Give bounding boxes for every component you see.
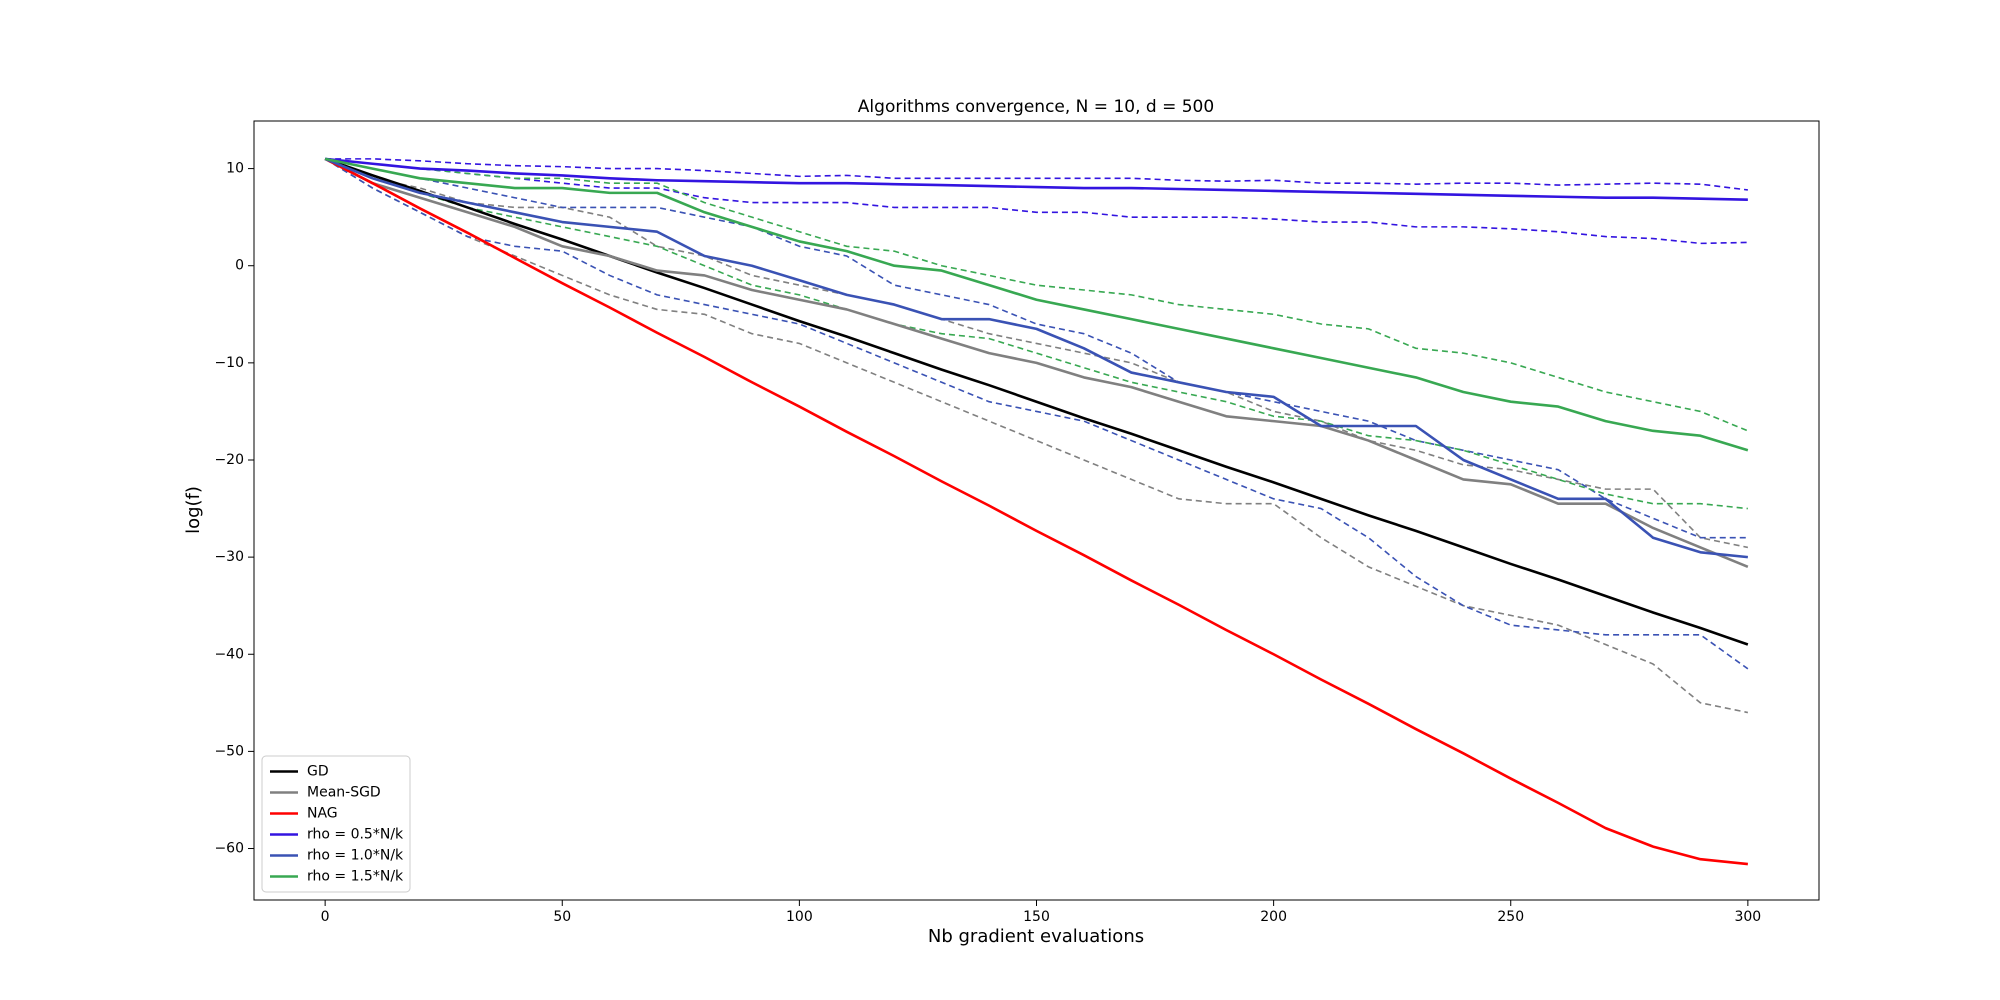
x-tick-label: 50 [553,909,571,925]
legend-label: NAG [307,806,338,822]
y-tick-label: −60 [214,841,244,857]
dashed-line [325,158,1749,432]
legend-label: rho = 0.5*N/k [307,827,404,843]
dashed-line [324,158,1748,539]
dashed-line [324,158,1748,510]
y-tick-label: 10 [226,161,244,177]
y-tick-label: 0 [235,258,244,274]
y-tick-label: −30 [214,549,244,565]
dashed-line [324,158,1749,714]
series-line [324,157,1749,569]
x-tick-label: 0 [321,909,330,925]
series-line [324,157,1749,646]
dashed-line [325,158,1748,191]
legend-label: rho = 1.0*N/k [307,848,404,864]
legend-label: rho = 1.5*N/k [307,869,404,885]
y-tick-label: −50 [214,743,244,759]
x-tick-label: 200 [1260,909,1287,925]
legend-label: Mean-SGD [307,785,381,801]
y-tick-label: −10 [214,355,244,371]
series-line [324,157,1748,866]
x-tick-label: 150 [1023,909,1050,925]
y-tick-label: −20 [214,452,244,468]
chart-title: Algorithms convergence, N = 10, d = 500 [858,97,1214,117]
axes-frame [253,120,1820,901]
series-line [325,157,1748,201]
legend-box [261,755,411,893]
x-tick-label: 250 [1497,909,1524,925]
x-tick-label: 300 [1734,909,1761,925]
plot-area [324,157,1749,866]
legend-label: GD [307,764,329,780]
dashed-line [325,158,1748,245]
x-tick-label: 100 [786,909,813,925]
series-line [324,157,1748,559]
y-tick-label: −40 [214,646,244,662]
series-line [324,157,1749,452]
dashed-line [324,158,1749,670]
y-axis-label: log(f) [183,486,204,534]
x-axis-label: Nb gradient evaluations [928,926,1144,947]
